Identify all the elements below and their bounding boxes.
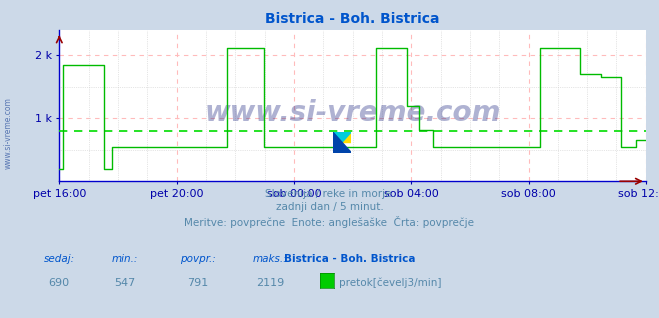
Text: Slovenija / reke in morje.: Slovenija / reke in morje. (264, 189, 395, 199)
Text: 2119: 2119 (256, 278, 284, 288)
Text: min.:: min.: (112, 254, 138, 264)
Text: Bistrica - Boh. Bistrica: Bistrica - Boh. Bistrica (283, 254, 415, 264)
Text: www.si-vreme.com: www.si-vreme.com (204, 99, 501, 127)
Text: 791: 791 (187, 278, 208, 288)
Text: Meritve: povprečne  Enote: anglešaške  Črta: povprečje: Meritve: povprečne Enote: anglešaške Črt… (185, 216, 474, 228)
Text: povpr.:: povpr.: (180, 254, 215, 264)
Text: 690: 690 (49, 278, 70, 288)
Polygon shape (342, 132, 351, 142)
Text: zadnji dan / 5 minut.: zadnji dan / 5 minut. (275, 202, 384, 212)
Title: Bistrica - Boh. Bistrica: Bistrica - Boh. Bistrica (266, 12, 440, 26)
Text: sedaj:: sedaj: (43, 254, 75, 264)
Text: maks.:: maks.: (253, 254, 287, 264)
Polygon shape (333, 132, 351, 153)
Text: 547: 547 (115, 278, 136, 288)
Text: www.si-vreme.com: www.si-vreme.com (4, 98, 13, 169)
Text: pretok[čevelj3/min]: pretok[čevelj3/min] (339, 278, 442, 288)
Polygon shape (333, 132, 351, 142)
